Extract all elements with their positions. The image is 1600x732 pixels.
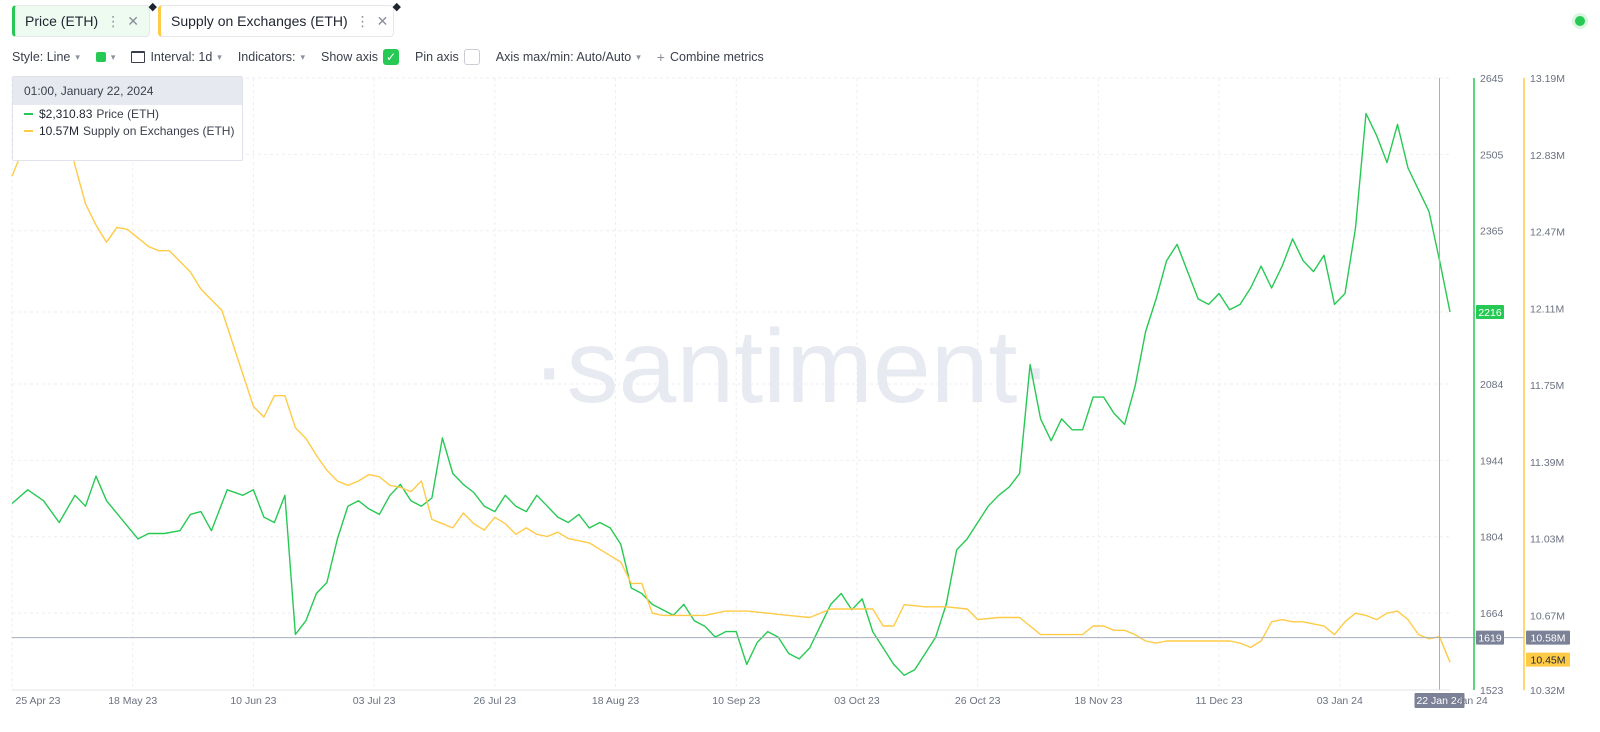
pin-axis-label: Pin axis bbox=[415, 50, 459, 64]
crosshair-x-label: 22 Jan 24 bbox=[1416, 695, 1462, 707]
tooltip-supply-label: Supply on Exchanges (ETH) bbox=[83, 123, 235, 138]
supply-current-label: 10.45M bbox=[1530, 655, 1565, 667]
watermark: ·santiment· bbox=[532, 309, 1052, 425]
price-crosshair-bg bbox=[1476, 630, 1504, 645]
x-tick-label: 26 Oct 23 bbox=[955, 695, 1001, 707]
x-tick-label: Jan 24 bbox=[1456, 695, 1488, 707]
price-tick-label: 2365 bbox=[1480, 226, 1504, 238]
tooltip-supply-value: 10.57M bbox=[39, 123, 80, 138]
x-tick-label: 18 May 23 bbox=[108, 695, 157, 707]
supply-tick-label: 11.39M bbox=[1530, 457, 1564, 469]
x-tick-label: 18 Nov 23 bbox=[1074, 695, 1122, 707]
interval-dropdown[interactable]: Interval: 1d ▾ bbox=[131, 50, 222, 64]
ethereum-icon: ◆ bbox=[392, 1, 401, 13]
price-tick-label: 1804 bbox=[1480, 532, 1504, 544]
indicators-label: Indicators: bbox=[237, 50, 296, 64]
x-tick-label: 10 Jun 23 bbox=[230, 695, 276, 707]
supply-tick-label: 10.67M bbox=[1530, 610, 1565, 622]
metric-tabs: Price (ETH) ⋮ ✕ ◆ Supply on Exchanges (E… bbox=[12, 1, 401, 37]
x-tick-label: 03 Jan 24 bbox=[1317, 695, 1363, 707]
x-tick-label: 03 Oct 23 bbox=[834, 695, 880, 707]
tab-supply-on-exchanges[interactable]: Supply on Exchanges (ETH) ⋮ ✕ ◆ bbox=[158, 1, 401, 37]
show-axis-label: Show axis bbox=[321, 50, 378, 64]
chevron-down-icon: ▾ bbox=[110, 51, 116, 62]
axis-maxmin-label: Axis max/min: Auto/Auto bbox=[495, 50, 632, 64]
series-lines bbox=[11, 112, 1451, 676]
x-tick-label: 18 Aug 23 bbox=[592, 695, 639, 707]
crosshair-x-label-bg bbox=[1414, 693, 1465, 708]
hover-tooltip: 01:00, January 22, 2024 $2,310.83 Price … bbox=[12, 76, 243, 161]
kebab-menu-icon[interactable]: ⋮ bbox=[355, 12, 370, 29]
indicators-dropdown[interactable]: Indicators: ▾ bbox=[238, 50, 305, 64]
close-icon[interactable]: ✕ bbox=[376, 12, 389, 29]
y-axes: 2645 2505 2365 2216 2084 1944 1804 1664 1619 1523… bbox=[1473, 73, 1570, 697]
price-tick-label: 2505 bbox=[1480, 149, 1504, 161]
price-crosshair-label: 1619 bbox=[1478, 633, 1502, 645]
tooltip-price-value: $2,310.83 bbox=[39, 106, 93, 121]
x-tick-label: 11 Dec 23 bbox=[1196, 695, 1243, 707]
tab-price-eth[interactable]: Price (ETH) ⋮ ✕ ◆ bbox=[12, 1, 157, 37]
supply-legend-swatch bbox=[24, 129, 33, 132]
supply-tick-label: 13.19M bbox=[1530, 73, 1565, 85]
supply-crosshair-bg bbox=[1526, 630, 1570, 645]
supply-current-bg bbox=[1526, 652, 1570, 667]
combine-metrics-button[interactable]: + Combine metrics bbox=[657, 49, 764, 65]
supply-tick-label: 10.32M bbox=[1530, 685, 1565, 697]
x-tick-label: 25 Apr 23 bbox=[16, 695, 61, 707]
grid-lines bbox=[11, 77, 1450, 690]
x-tick-label: 26 Jul 23 bbox=[474, 695, 517, 707]
supply-tick-label: 11.75M bbox=[1530, 380, 1564, 392]
axis-maxmin-dropdown[interactable]: Axis max/min: Auto/Auto ▾ bbox=[496, 50, 641, 64]
tab-supply-label: Supply on Exchanges (ETH) bbox=[171, 13, 348, 29]
calendar-icon bbox=[131, 51, 146, 63]
x-axis: 25 Apr 23 18 May 23 10 Jun 23 03 Jul 23 26 J… bbox=[12, 689, 1488, 708]
tooltip-price-row: $2,310.83 Price (ETH) bbox=[13, 105, 242, 122]
price-tick-label: 1944 bbox=[1480, 455, 1504, 467]
chevron-down-icon: ▾ bbox=[217, 51, 222, 62]
tooltip-supply-row: 10.57M Supply on Exchanges (ETH) bbox=[13, 122, 242, 139]
tooltip-date: 01:00, January 22, 2024 bbox=[13, 77, 242, 105]
pin-axis-toggle[interactable]: Pin axis bbox=[415, 49, 480, 65]
checkbox-checked-icon[interactable]: ✓ bbox=[383, 49, 399, 65]
chevron-down-icon: ▾ bbox=[300, 51, 306, 62]
close-icon[interactable]: ✕ bbox=[127, 12, 139, 29]
tooltip-price-label: Price (ETH) bbox=[96, 106, 160, 121]
supply-tick-label: 12.83M bbox=[1530, 150, 1565, 162]
live-status-icon bbox=[1575, 16, 1585, 26]
style-label: Style: Line bbox=[12, 50, 71, 64]
price-current-bg bbox=[1476, 305, 1504, 319]
supply-tick-label: 11.03M bbox=[1530, 534, 1564, 546]
color-swatch bbox=[95, 52, 106, 62]
supply-tick-label: 12.47M bbox=[1530, 227, 1565, 239]
tab-price-label: Price (ETH) bbox=[25, 13, 99, 29]
price-current-label: 2216 bbox=[1478, 307, 1502, 319]
show-axis-toggle[interactable]: Show axis ✓ bbox=[321, 49, 399, 65]
supply-tick-label: 12.11M bbox=[1530, 303, 1564, 315]
price-tick-label: 1664 bbox=[1480, 608, 1504, 620]
style-dropdown[interactable]: Style: Line ▾ bbox=[12, 50, 80, 64]
x-tick-label: 10 Sep 23 bbox=[712, 695, 760, 707]
price-series-line bbox=[11, 112, 1451, 676]
checkbox-unchecked-icon[interactable] bbox=[463, 49, 480, 65]
price-tick-label: 2084 bbox=[1480, 379, 1504, 391]
supply-series-line bbox=[11, 117, 1451, 663]
chevron-down-icon: ▾ bbox=[636, 51, 641, 62]
interval-label: Interval: 1d bbox=[150, 50, 213, 64]
x-tick-label: 03 Jul 23 bbox=[353, 695, 396, 707]
price-legend-swatch bbox=[24, 112, 33, 115]
color-picker[interactable]: ▾ bbox=[95, 51, 116, 63]
price-tick-label: 1523 bbox=[1480, 685, 1504, 697]
price-tick-label: 2645 bbox=[1480, 73, 1504, 85]
supply-crosshair-label: 10.58M bbox=[1530, 633, 1565, 645]
combine-metrics-label: Combine metrics bbox=[669, 50, 764, 64]
chart-toolbar: Style: Line ▾ ▾ Interval: 1d ▾ Indicators:… bbox=[12, 46, 780, 68]
kebab-menu-icon[interactable]: ⋮ bbox=[106, 12, 120, 29]
crosshair bbox=[12, 78, 1524, 690]
plus-icon: + bbox=[656, 49, 665, 65]
chevron-down-icon: ▾ bbox=[75, 51, 80, 62]
ethereum-icon: ◆ bbox=[148, 1, 157, 13]
